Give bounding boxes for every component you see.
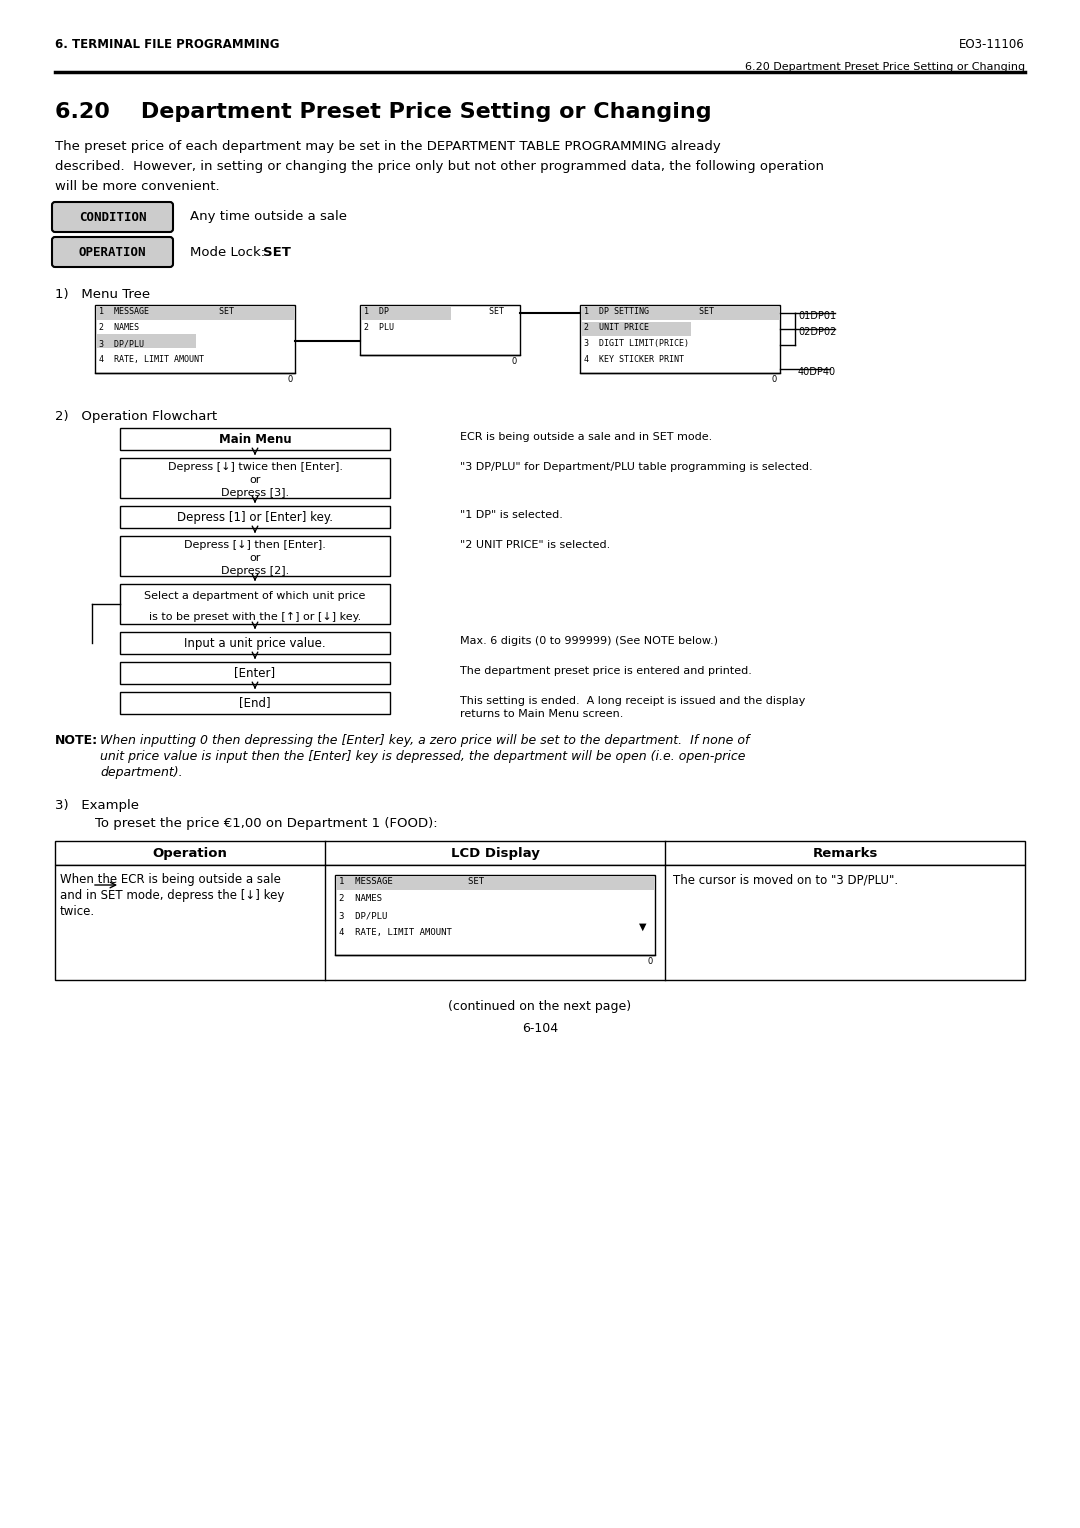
Text: unit price value is input then the [Enter] key is depressed, the department will: unit price value is input then the [Ente… [100, 750, 745, 762]
Text: ▼: ▼ [639, 921, 647, 932]
Text: [End]: [End] [239, 697, 271, 709]
Bar [120, 692, 390, 714]
Bar [360, 306, 519, 354]
Bar [120, 662, 390, 685]
Text: 4  KEY STICKER PRINT: 4 KEY STICKER PRINT [584, 354, 684, 364]
Text: 1  MESSAGE              SET: 1 MESSAGE SET [99, 307, 234, 316]
Bar [120, 633, 390, 654]
Text: Depress [3].: Depress [3]. [221, 487, 289, 498]
Text: 3  DIGIT LIMIT(PRICE): 3 DIGIT LIMIT(PRICE) [584, 339, 689, 348]
Text: 2  NAMES: 2 NAMES [339, 894, 382, 903]
Text: 0: 0 [647, 957, 652, 966]
Text: 2)   Operation Flowchart: 2) Operation Flowchart [55, 410, 217, 423]
Text: and in SET mode, depress the [↓] key: and in SET mode, depress the [↓] key [60, 889, 284, 902]
Bar [55, 840, 1025, 865]
Bar [580, 306, 780, 373]
Text: Input a unit price value.: Input a unit price value. [185, 637, 326, 649]
Text: The department preset price is entered and printed.: The department preset price is entered a… [460, 666, 752, 675]
Bar [120, 536, 390, 576]
Text: (continued on the next page): (continued on the next page) [448, 999, 632, 1013]
Text: Mode Lock:: Mode Lock: [190, 246, 269, 258]
Text: Depress [↓] twice then [Enter].: Depress [↓] twice then [Enter]. [167, 463, 342, 472]
Text: "3 DP/PLU" for Department/PLU table programming is selected.: "3 DP/PLU" for Department/PLU table prog… [460, 461, 812, 472]
Bar [96, 306, 294, 319]
FancyBboxPatch shape [52, 202, 173, 232]
Bar [55, 865, 1025, 979]
Text: 6.20 Department Preset Price Setting or Changing: 6.20 Department Preset Price Setting or … [745, 63, 1025, 72]
Text: ECR is being outside a sale and in SET mode.: ECR is being outside a sale and in SET m… [460, 432, 712, 442]
Text: Depress [1] or [Enter] key.: Depress [1] or [Enter] key. [177, 510, 333, 524]
Bar [336, 876, 654, 889]
Text: twice.: twice. [60, 905, 95, 918]
Text: 3  DP/PLU: 3 DP/PLU [339, 911, 388, 920]
Text: 6.20    Department Preset Price Setting or Changing: 6.20 Department Preset Price Setting or … [55, 102, 712, 122]
Text: department).: department). [100, 766, 183, 779]
Bar [120, 506, 390, 529]
Bar [120, 458, 390, 498]
Text: 0: 0 [512, 358, 517, 367]
Bar [335, 876, 654, 955]
Text: 2  UNIT PRICE: 2 UNIT PRICE [584, 322, 649, 332]
Text: 4  RATE, LIMIT AMOUNT: 4 RATE, LIMIT AMOUNT [99, 354, 204, 364]
Text: 0: 0 [772, 374, 778, 384]
Text: 40DP40: 40DP40 [798, 367, 836, 377]
Text: Max. 6 digits (0 to 999999) (See NOTE below.): Max. 6 digits (0 to 999999) (See NOTE be… [460, 636, 718, 646]
Text: The preset price of each department may be set in the DEPARTMENT TABLE PROGRAMMI: The preset price of each department may … [55, 141, 720, 153]
Text: 6-104: 6-104 [522, 1022, 558, 1034]
Text: 02DP02: 02DP02 [798, 327, 836, 338]
Text: Any time outside a sale: Any time outside a sale [190, 209, 347, 223]
Text: 4  RATE, LIMIT AMOUNT: 4 RATE, LIMIT AMOUNT [339, 927, 451, 937]
Text: 0: 0 [287, 374, 293, 384]
Text: 6. TERMINAL FILE PROGRAMMING: 6. TERMINAL FILE PROGRAMMING [55, 38, 280, 50]
Text: EO3-11106: EO3-11106 [959, 38, 1025, 50]
Text: CONDITION: CONDITION [79, 211, 146, 223]
Text: Depress [2].: Depress [2]. [221, 565, 289, 576]
Text: NOTE:: NOTE: [55, 733, 98, 747]
Text: or: or [249, 475, 260, 484]
Text: Depress [↓] then [Enter].: Depress [↓] then [Enter]. [184, 541, 326, 550]
Text: To preset the price €1,00 on Department 1 (FOOD):: To preset the price €1,00 on Department … [95, 817, 437, 830]
Text: OPERATION: OPERATION [79, 246, 146, 258]
Text: LCD Display: LCD Display [450, 847, 539, 859]
Text: "2 UNIT PRICE" is selected.: "2 UNIT PRICE" is selected. [460, 539, 610, 550]
Text: is to be preset with the [↑] or [↓] key.: is to be preset with the [↑] or [↓] key. [149, 613, 361, 622]
Text: 1  DP                    SET: 1 DP SET [364, 307, 504, 316]
Text: When inputting 0 then depressing the [Enter] key, a zero price will be set to th: When inputting 0 then depressing the [En… [100, 733, 750, 747]
Bar [120, 428, 390, 451]
Bar [361, 306, 451, 319]
Text: "1 DP" is selected.: "1 DP" is selected. [460, 510, 563, 520]
FancyBboxPatch shape [52, 237, 173, 267]
Text: 1)   Menu Tree: 1) Menu Tree [55, 287, 150, 301]
Bar [120, 584, 390, 623]
Bar [95, 306, 295, 373]
Bar [96, 335, 195, 348]
Text: 2  NAMES: 2 NAMES [99, 322, 139, 332]
Text: [Enter]: [Enter] [234, 666, 275, 680]
Text: returns to Main Menu screen.: returns to Main Menu screen. [460, 709, 623, 720]
Bar [581, 322, 691, 336]
Text: Select a department of which unit price: Select a department of which unit price [145, 591, 366, 601]
Text: This setting is ended.  A long receipt is issued and the display: This setting is ended. A long receipt is… [460, 695, 806, 706]
Text: SET: SET [264, 246, 291, 258]
Text: will be more convenient.: will be more convenient. [55, 180, 219, 193]
Text: 01DP01: 01DP01 [798, 312, 836, 321]
Text: 1  MESSAGE              SET: 1 MESSAGE SET [339, 877, 484, 886]
Text: 1  DP SETTING          SET: 1 DP SETTING SET [584, 307, 714, 316]
Text: 3  DP/PLU: 3 DP/PLU [99, 339, 144, 348]
Text: 3)   Example: 3) Example [55, 799, 139, 811]
Text: Main Menu: Main Menu [218, 432, 292, 446]
Text: Remarks: Remarks [812, 847, 878, 859]
Text: When the ECR is being outside a sale: When the ECR is being outside a sale [60, 872, 281, 886]
Text: 2  PLU: 2 PLU [364, 322, 394, 332]
Text: Operation: Operation [152, 847, 228, 859]
Text: or: or [249, 553, 260, 564]
Text: described.  However, in setting or changing the price only but not other program: described. However, in setting or changi… [55, 160, 824, 173]
Text: The cursor is moved on to "3 DP/PLU".: The cursor is moved on to "3 DP/PLU". [673, 872, 899, 886]
Bar [581, 306, 779, 319]
